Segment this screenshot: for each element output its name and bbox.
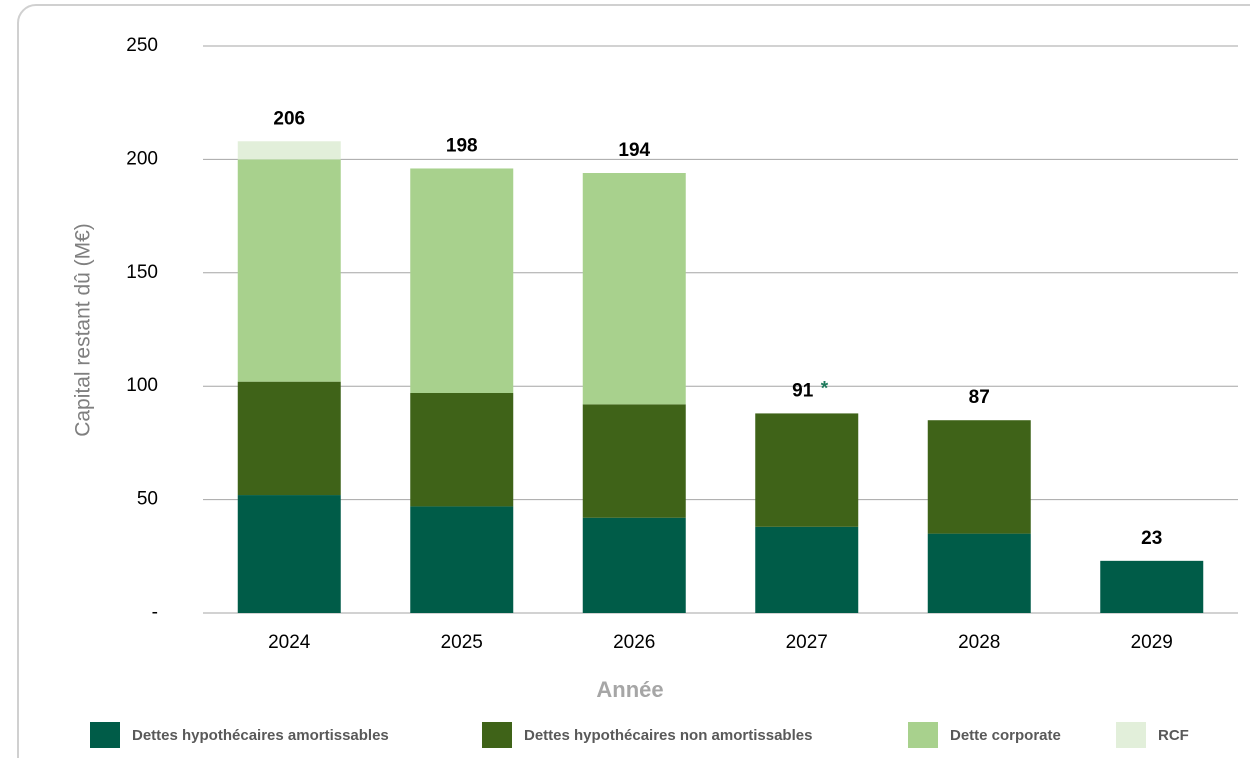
bar-segment: [237, 141, 341, 160]
total-label: 23: [1141, 528, 1162, 549]
bar-segment: [582, 404, 686, 518]
bar-segment: [237, 159, 341, 382]
y-tick-label: 250: [126, 35, 158, 56]
bar-segment: [410, 506, 514, 613]
bar-segment: [410, 393, 514, 507]
total-label: 194: [618, 140, 650, 161]
total-label: 87: [969, 387, 990, 408]
bar-segment: [237, 495, 341, 613]
y-tick-label: -: [152, 602, 158, 623]
total-label: 206: [273, 108, 305, 129]
y-tick-label: 50: [137, 489, 158, 510]
bar-segment: [582, 517, 686, 613]
bar-segment: [927, 533, 1031, 613]
legend-swatch: [1116, 722, 1146, 748]
x-tick-label: 2025: [441, 632, 483, 653]
annotation: *: [821, 378, 829, 399]
x-tick-label: 2024: [268, 632, 311, 653]
x-axis-title: Année: [596, 677, 663, 702]
bar-segment: [927, 420, 1031, 534]
legend-swatch: [482, 722, 512, 748]
legend-label: RCF: [1158, 727, 1189, 744]
x-tick-label: 2028: [958, 632, 1000, 653]
bar-segment: [755, 413, 859, 527]
x-tick-label: 2029: [1131, 632, 1173, 653]
y-axis-title: Capital restant dû (M€): [72, 223, 95, 437]
x-tick-label: 2027: [786, 632, 828, 653]
y-tick-label: 150: [126, 262, 158, 283]
bar-segment: [410, 168, 514, 394]
bar-segment: [755, 526, 859, 613]
y-tick-label: 200: [126, 148, 158, 169]
total-label: 91: [792, 380, 814, 401]
bar-segment: [582, 173, 686, 405]
legend-swatch: [908, 722, 938, 748]
bar-segment: [1100, 560, 1204, 613]
legend-swatch: [90, 722, 120, 748]
legend-label: Dette corporate: [950, 727, 1061, 744]
x-tick-label: 2026: [613, 632, 655, 653]
total-label: 198: [446, 135, 478, 156]
legend-label: Dettes hypothécaires amortissables: [132, 727, 389, 744]
legend-label: Dettes hypothécaires non amortissables: [524, 727, 812, 744]
y-tick-label: 100: [126, 375, 158, 396]
bar-segment: [237, 381, 341, 496]
